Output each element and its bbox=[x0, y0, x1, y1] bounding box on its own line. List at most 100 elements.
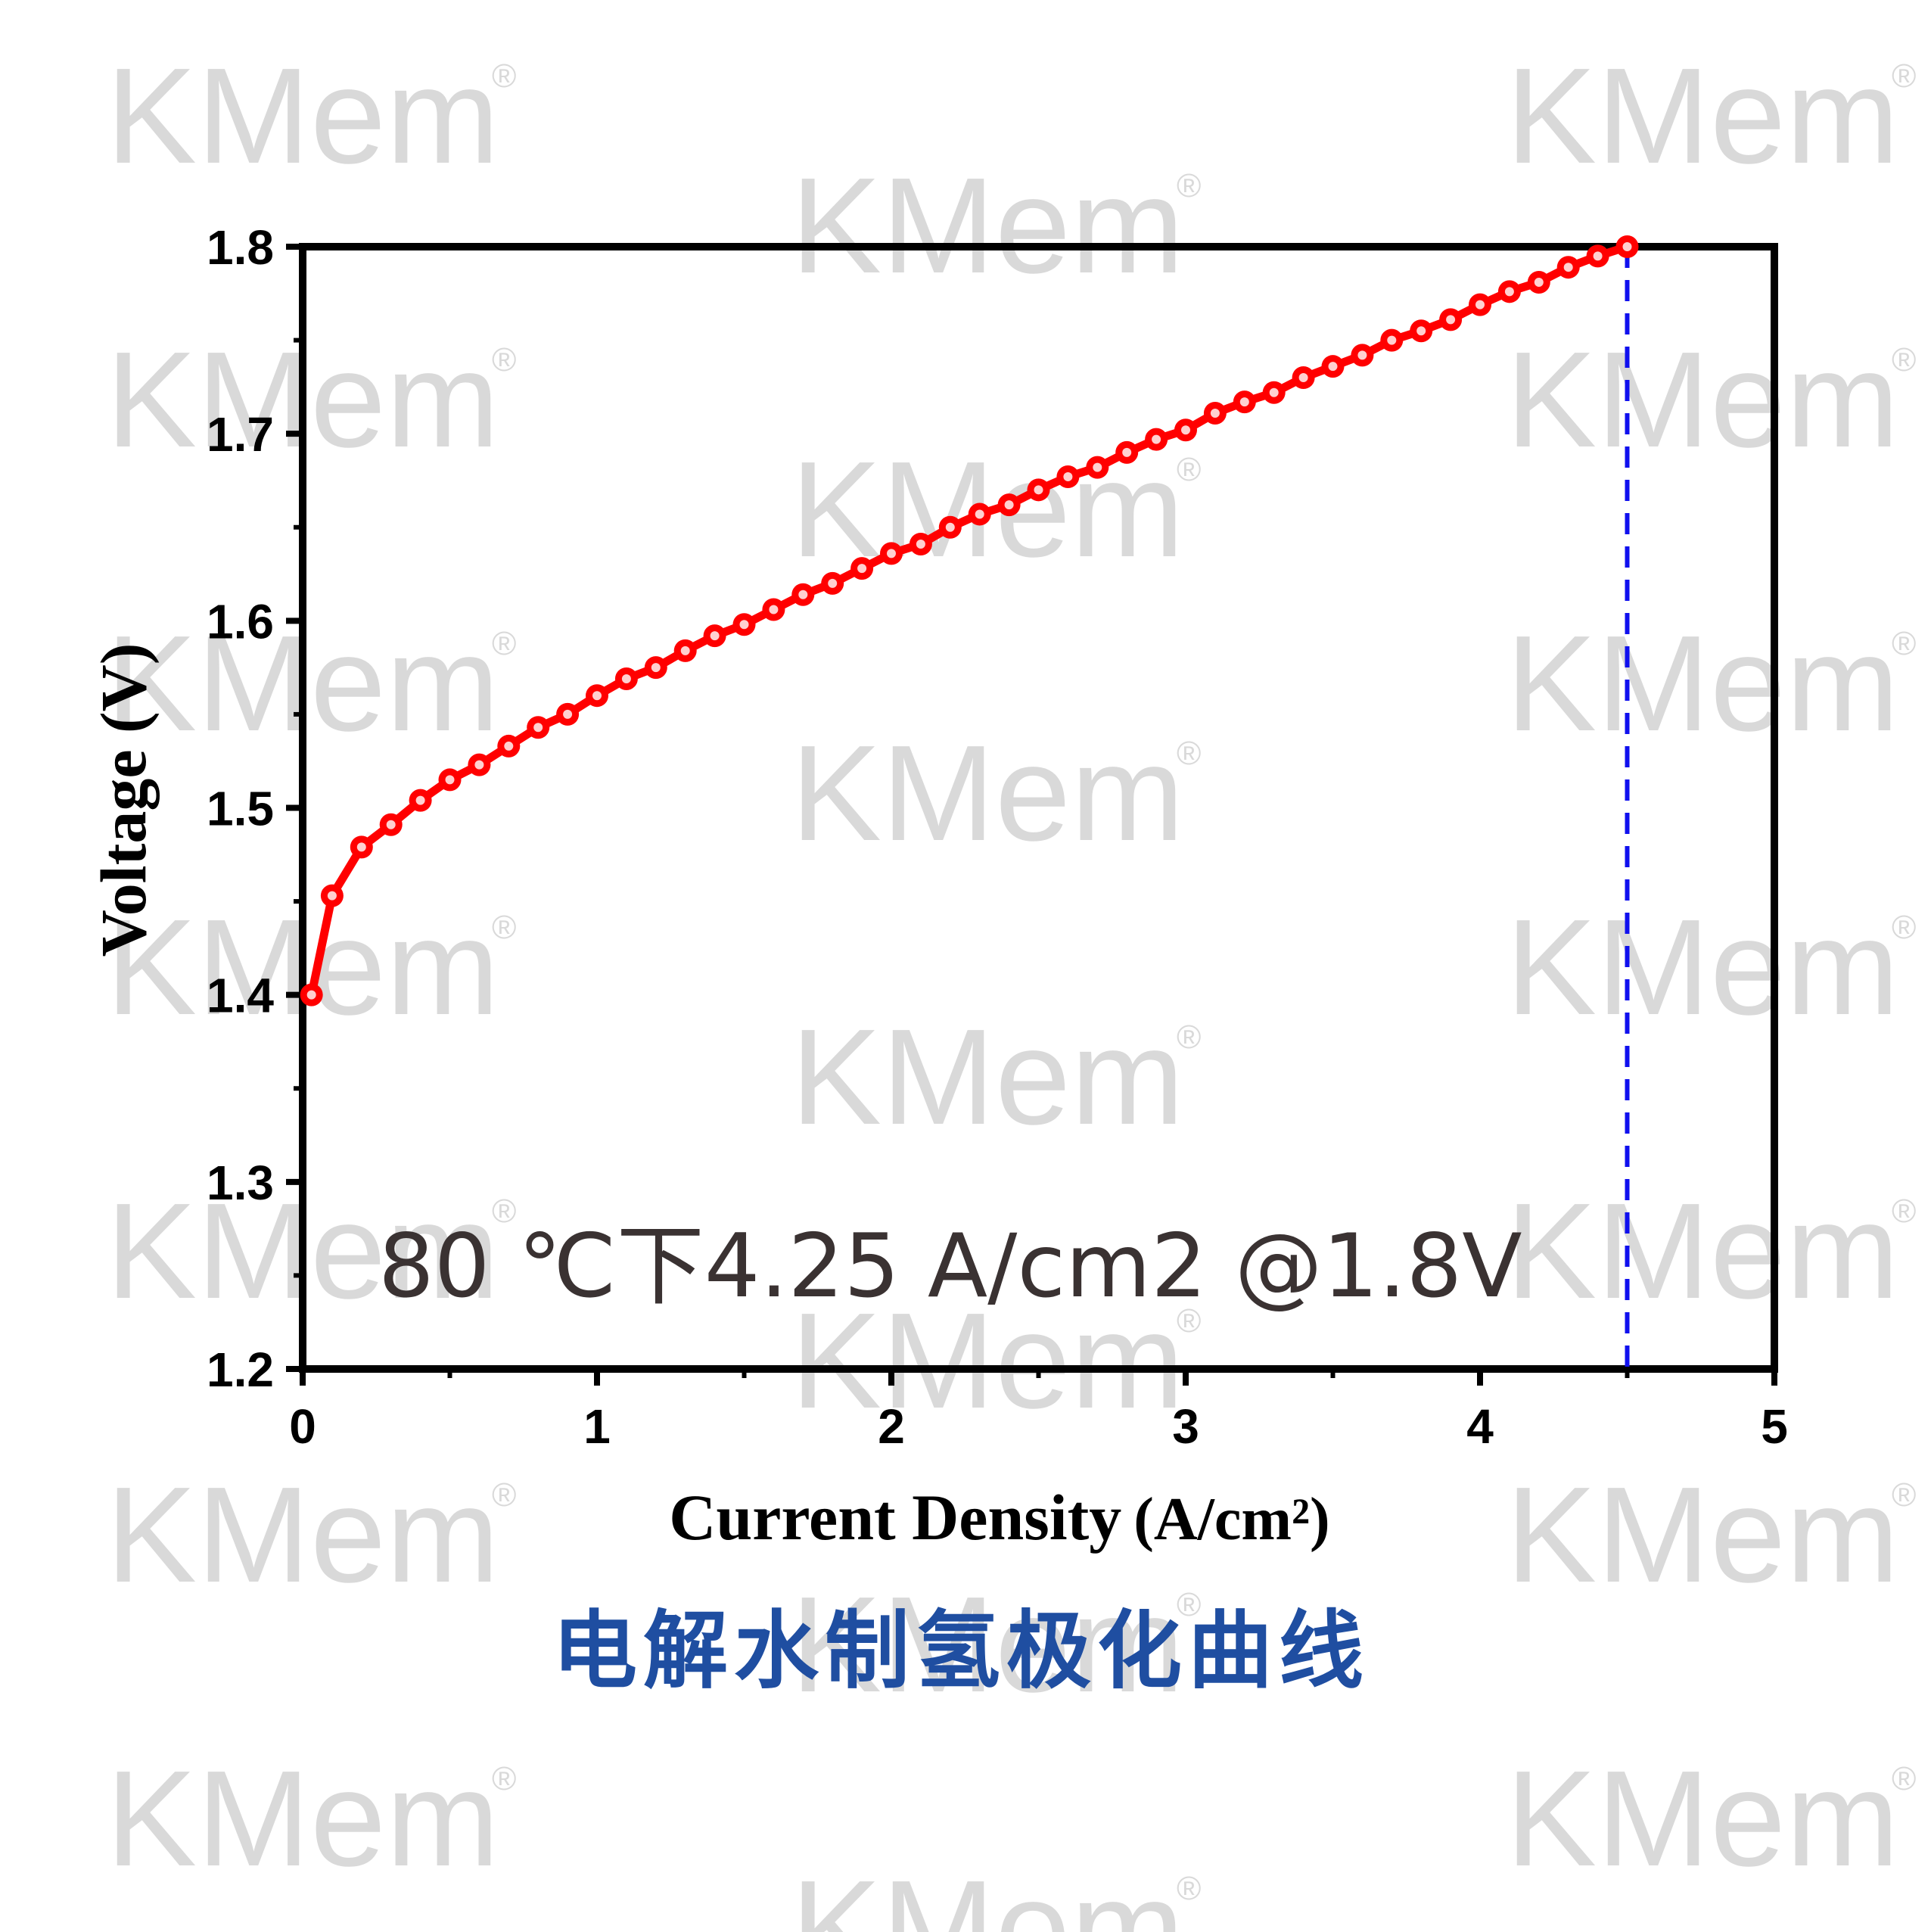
data-point-highlight bbox=[1416, 326, 1426, 336]
data-point-highlight bbox=[1122, 447, 1132, 457]
watermark-registered-mark: ® bbox=[492, 1476, 516, 1514]
chart-caption: 电解水制氢极化曲线 bbox=[552, 1602, 1370, 1700]
data-point bbox=[379, 813, 403, 836]
data-point-highlight bbox=[857, 564, 867, 574]
x-axis-title-unit: (A/cm²) bbox=[1133, 1486, 1329, 1553]
data-point bbox=[1174, 418, 1197, 442]
x-tick-label: 1 bbox=[583, 1399, 611, 1454]
data-point-highlight bbox=[1093, 462, 1102, 472]
watermark-registered-mark: ® bbox=[1892, 1193, 1916, 1230]
data-point bbox=[703, 624, 726, 648]
y-tick-label: 1.7 bbox=[207, 407, 274, 462]
watermark-registered-mark: ® bbox=[1177, 1302, 1201, 1339]
data-point bbox=[673, 639, 697, 662]
data-point bbox=[791, 583, 815, 606]
data-point-highlight bbox=[327, 891, 337, 901]
watermark: KMem bbox=[106, 1459, 499, 1611]
annotation-text: 80 ℃下4.25 A/cm2 @1.8V bbox=[378, 1215, 1522, 1318]
data-point bbox=[1203, 401, 1227, 425]
data-point-highlight bbox=[945, 522, 955, 532]
data-point-highlight bbox=[356, 842, 366, 852]
data-point-highlight bbox=[1563, 263, 1573, 272]
watermark-registered-mark: ® bbox=[1177, 451, 1201, 488]
data-point bbox=[1115, 440, 1139, 464]
data-point bbox=[1027, 478, 1050, 502]
data-point bbox=[320, 884, 344, 907]
watermark: KMem bbox=[106, 1743, 499, 1895]
data-point bbox=[1469, 293, 1491, 316]
watermark-registered-mark: ® bbox=[1177, 1019, 1201, 1056]
data-point bbox=[468, 753, 491, 776]
data-point bbox=[1321, 355, 1345, 378]
data-point-highlight bbox=[1063, 472, 1073, 482]
data-point bbox=[1351, 344, 1374, 367]
data-point bbox=[968, 502, 991, 526]
y-tick-label: 1.5 bbox=[207, 782, 274, 836]
watermark-registered-mark: ® bbox=[1892, 341, 1916, 378]
watermark: KMem bbox=[791, 1853, 1184, 1932]
y-tick-label: 1.3 bbox=[207, 1156, 274, 1210]
data-point bbox=[1262, 381, 1286, 404]
watermark-registered-mark: ® bbox=[492, 625, 516, 662]
data-point bbox=[732, 613, 756, 636]
data-point-highlight bbox=[563, 709, 573, 719]
watermark-registered-mark: ® bbox=[492, 1193, 516, 1230]
data-point-highlight bbox=[1328, 362, 1338, 372]
y-axis-ticks: 1.2 1.3 1.4 1.5 1.6 1.7 1.8 bbox=[207, 220, 303, 1397]
watermark: KMem bbox=[791, 717, 1184, 870]
data-point-highlight bbox=[592, 691, 602, 701]
data-point bbox=[938, 515, 962, 539]
data-point bbox=[762, 598, 785, 621]
data-point bbox=[497, 734, 521, 758]
data-point bbox=[644, 656, 667, 680]
data-point-highlight bbox=[533, 723, 543, 733]
watermark: KMem bbox=[1506, 1459, 1899, 1611]
watermark-registered-mark: ® bbox=[1892, 1760, 1916, 1797]
data-point-highlight bbox=[621, 674, 631, 683]
watermark: KMem bbox=[1506, 40, 1899, 192]
data-point-highlight bbox=[1593, 251, 1603, 261]
data-point-highlight bbox=[1181, 425, 1190, 435]
data-point-highlight bbox=[1034, 485, 1043, 495]
data-point bbox=[1410, 319, 1433, 343]
x-tick-label: 0 bbox=[289, 1399, 316, 1454]
data-point bbox=[1556, 256, 1580, 279]
watermark: KMem bbox=[791, 1569, 1184, 1721]
data-point bbox=[880, 542, 903, 565]
data-point bbox=[909, 532, 932, 555]
data-point-highlight bbox=[975, 509, 984, 519]
plot-layer: 0 1 2 3 4 5 1.2 1.3 1.4 1.5 1.6 1.7 1.8 bbox=[207, 220, 1788, 1454]
watermark-registered-mark: ® bbox=[1892, 625, 1916, 662]
data-point-highlight bbox=[1504, 287, 1514, 297]
watermark: KMem bbox=[106, 40, 499, 192]
data-point-highlight bbox=[1446, 315, 1456, 325]
data-point-highlight bbox=[798, 590, 808, 599]
data-point-highlight bbox=[1475, 300, 1485, 310]
series-line bbox=[307, 242, 1629, 996]
data-point bbox=[1233, 390, 1256, 414]
data-point bbox=[850, 557, 874, 580]
data-point bbox=[1056, 465, 1080, 489]
x-tick-label: 2 bbox=[878, 1399, 905, 1454]
data-point-highlight bbox=[504, 741, 514, 751]
data-point bbox=[1086, 456, 1109, 479]
data-point-highlight bbox=[887, 549, 896, 558]
y-tick-label: 1.2 bbox=[207, 1342, 274, 1397]
data-point-highlight bbox=[651, 663, 661, 673]
data-point bbox=[997, 493, 1021, 517]
data-point-highlight bbox=[474, 760, 484, 770]
watermark: KMem bbox=[1506, 324, 1899, 476]
watermark: KMem bbox=[1506, 891, 1899, 1044]
watermark: KMem bbox=[791, 150, 1184, 302]
data-point-highlight bbox=[1004, 500, 1014, 510]
x-axis-ticks: 0 1 2 3 4 5 bbox=[289, 1369, 1788, 1454]
data-point-highlight bbox=[445, 775, 455, 785]
data-point bbox=[1497, 280, 1521, 303]
data-point bbox=[409, 789, 432, 812]
watermark-registered-mark: ® bbox=[1177, 735, 1201, 772]
data-point bbox=[1439, 308, 1463, 331]
x-axis-title: Current Density (A/cm²) bbox=[669, 1481, 1329, 1554]
watermark-registered-mark: ® bbox=[1177, 167, 1201, 204]
